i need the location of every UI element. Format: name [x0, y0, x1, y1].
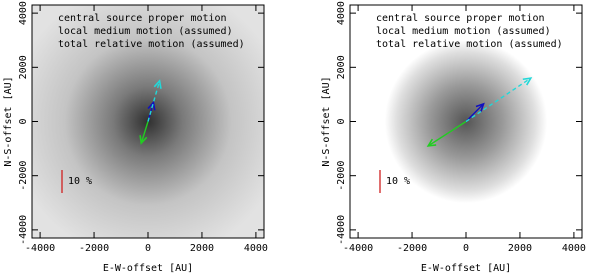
legend-entry: local medium motion (assumed)	[58, 26, 233, 37]
legend-entry: central source proper motion	[376, 13, 545, 24]
y-tick-label: 2000	[18, 55, 29, 79]
x-tick-label: 0	[463, 243, 469, 254]
x-tick-label: -2000	[79, 243, 109, 254]
x-tick-label: -4000	[25, 243, 55, 254]
x-tick-label: 4000	[244, 243, 268, 254]
arrow-head	[139, 135, 148, 145]
motion-arrow	[427, 120, 467, 147]
x-tick-label: 2000	[508, 243, 532, 254]
x-tick-label: 0	[145, 243, 151, 254]
x-tick-label: -4000	[343, 243, 373, 254]
y-tick-label: 0	[18, 118, 29, 124]
legend-entry: central source proper motion	[58, 13, 227, 24]
y-axis-label: N-S-offset [AU]	[3, 76, 14, 166]
legend-entry: local medium motion (assumed)	[376, 26, 551, 37]
x-tick-label: -2000	[397, 243, 427, 254]
panel: -4000 -2000 0 2000 4000 -4000 -2000 0 2000 4000 E-…	[3, 1, 268, 274]
motion-arrow	[140, 121, 149, 144]
motion-arrow	[465, 103, 485, 122]
arrow-head	[147, 100, 156, 111]
y-tick-label: 4000	[336, 1, 347, 25]
x-axis-label: E-W-offset [AU]	[421, 263, 511, 274]
y-tick-label: -2000	[336, 161, 347, 191]
y-tick-label: -2000	[18, 161, 29, 191]
arrow-head	[153, 79, 162, 89]
motion-arrow	[147, 80, 161, 122]
y-tick-label: 4000	[18, 1, 29, 25]
x-axis-label: E-W-offset [AU]	[103, 263, 193, 274]
scale-label: 10 %	[68, 176, 92, 187]
y-tick-label: 0	[336, 118, 347, 124]
arrow-head	[522, 77, 533, 86]
legend-entry: total relative motion (assumed)	[58, 39, 245, 50]
x-tick-label: 2000	[190, 243, 214, 254]
y-tick-label: -4000	[336, 215, 347, 245]
legend-entry: total relative motion (assumed)	[376, 39, 563, 50]
y-tick-label: 2000	[336, 55, 347, 79]
x-tick-label: 4000	[562, 243, 586, 254]
arrow-head	[475, 102, 485, 112]
y-axis-label: N-S-offset [AU]	[321, 76, 332, 166]
scale-label: 10 %	[386, 176, 410, 187]
panel: -4000 -2000 0 2000 4000 -4000 -2000 0 2000 4000 E-…	[321, 1, 586, 274]
motion-arrow	[465, 77, 532, 123]
y-tick-label: -4000	[18, 215, 29, 245]
arrow-head	[426, 138, 437, 147]
